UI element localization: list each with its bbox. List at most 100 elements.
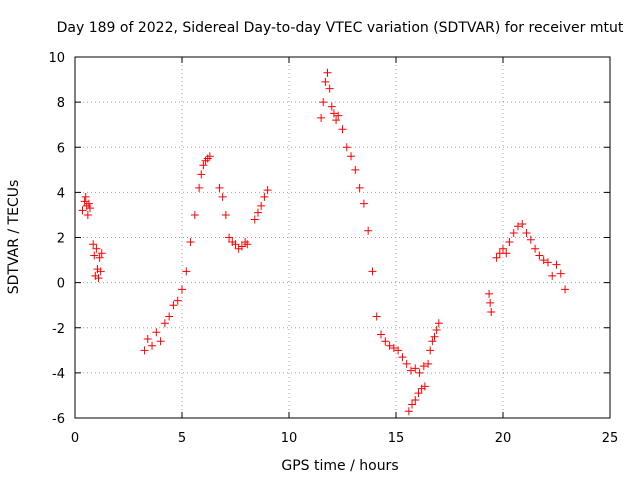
data-point: [156, 337, 165, 346]
data-point: [80, 197, 89, 206]
data-point: [368, 267, 377, 276]
data-point: [95, 253, 104, 262]
data-point: [257, 201, 266, 210]
data-point: [381, 337, 390, 346]
data-point: [260, 192, 269, 201]
data-point: [231, 240, 240, 249]
data-point: [329, 109, 338, 118]
data-point: [96, 267, 105, 276]
data-point: [81, 192, 90, 201]
data-point: [411, 364, 420, 373]
y-axis-label: SDTVAR / TECUs: [6, 180, 22, 295]
data-point: [548, 271, 557, 280]
data-point: [426, 346, 435, 355]
data-point: [237, 242, 246, 251]
data-point: [323, 68, 332, 77]
data-point: [402, 359, 411, 368]
data-point: [432, 326, 441, 335]
data-point: [334, 111, 343, 120]
data-point: [385, 341, 394, 350]
data-point: [186, 238, 195, 247]
y-tick-label: 2: [57, 232, 65, 247]
x-tick-label: 5: [178, 431, 186, 446]
data-point: [487, 307, 496, 316]
data-point: [513, 222, 522, 231]
y-tick-label: -6: [52, 412, 65, 427]
data-point: [408, 400, 417, 409]
data-point: [518, 219, 527, 228]
data-point: [197, 170, 206, 179]
data-point: [169, 301, 178, 310]
data-point: [263, 186, 272, 195]
data-point: [218, 192, 227, 201]
data-point: [561, 285, 570, 294]
data-point: [327, 102, 336, 111]
data-point: [539, 256, 548, 265]
y-tick-label: 6: [57, 141, 65, 156]
data-point: [499, 244, 507, 253]
data-point: [522, 228, 531, 237]
data-point: [140, 346, 149, 355]
data-point: [394, 346, 403, 355]
data-point: [250, 215, 259, 224]
data-point: [492, 253, 501, 262]
data-point: [97, 249, 106, 258]
data-point: [338, 125, 347, 134]
data-point: [332, 116, 341, 125]
data-point: [221, 210, 230, 219]
data-point: [165, 312, 174, 321]
series-seg8: [424, 319, 443, 368]
data-point: [342, 143, 351, 152]
series-seg2: [89, 240, 106, 283]
data-point: [526, 235, 535, 244]
series-seg1: [78, 192, 94, 219]
data-point: [543, 258, 552, 267]
data-point: [406, 366, 415, 375]
series-seg9: [485, 289, 496, 316]
y-tick-label: -4: [52, 367, 65, 382]
data-point: [78, 206, 87, 215]
data-point: [347, 152, 356, 161]
data-point: [377, 330, 386, 339]
data-point: [485, 289, 494, 298]
data-point: [195, 183, 204, 192]
data-point: [414, 389, 423, 398]
data-point: [398, 353, 407, 362]
data-point: [190, 210, 199, 219]
data-point: [89, 240, 98, 249]
data-point: [389, 344, 398, 353]
series-seg10: [492, 219, 570, 294]
data-point: [434, 319, 443, 328]
data-point: [199, 161, 208, 170]
x-tick-label: 25: [602, 431, 619, 446]
data-point: [531, 244, 540, 253]
y-tick-label: -2: [52, 322, 65, 337]
data-point: [143, 335, 152, 344]
data-point: [355, 183, 364, 192]
data-point: [205, 152, 214, 161]
data-point: [415, 368, 424, 377]
data-point: [148, 341, 157, 350]
y-tick-label: 0: [57, 277, 65, 292]
data-point: [94, 274, 103, 283]
data-point: [90, 251, 99, 260]
data-point: [502, 249, 511, 258]
data-point: [424, 359, 433, 368]
y-tick-label: 10: [48, 51, 65, 66]
data-point: [201, 156, 210, 165]
data-point: [152, 328, 161, 337]
data-point: [173, 296, 182, 305]
data-point: [325, 84, 334, 93]
data-point: [364, 226, 373, 235]
axis-ticks: 0 5 10 15 20 25 -6 -4 -2 0 2 4 6 8 10: [48, 51, 618, 446]
x-tick-label: 20: [495, 431, 512, 446]
data-point: [419, 362, 428, 371]
series-seg7: [404, 382, 429, 416]
x-tick-label: 15: [388, 431, 405, 446]
data-point: [253, 208, 262, 217]
data-point: [203, 154, 212, 163]
series-seg6: [317, 68, 428, 377]
data-point: [225, 233, 234, 242]
chart-title: Day 189 of 2022, Sidereal Day-to-day VTE…: [57, 20, 624, 36]
